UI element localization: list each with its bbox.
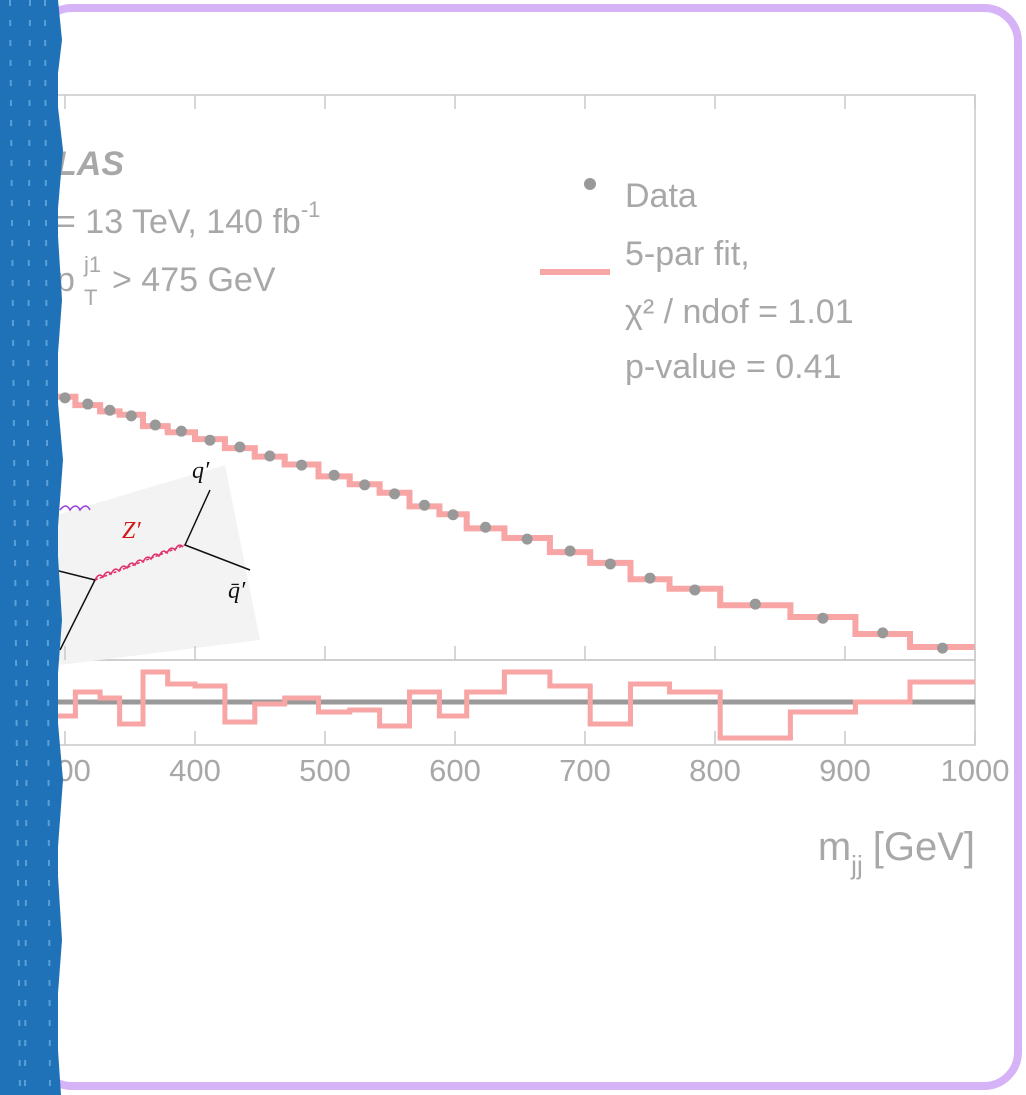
- data-point: [689, 584, 701, 596]
- quark-line: [184, 489, 211, 546]
- boson-wave: [94, 544, 184, 581]
- legend-marker: [584, 178, 596, 190]
- x-tick-label: 1000: [941, 753, 1010, 788]
- fit-stat: χ² / ndof = 1.01: [625, 293, 854, 331]
- gluon: [59, 505, 91, 512]
- data-point: [521, 533, 533, 545]
- inset-label: q̄′: [228, 578, 246, 604]
- data-point: [447, 509, 459, 521]
- inset-background: [40, 465, 260, 665]
- data-point: [817, 612, 829, 624]
- data-point: [644, 572, 656, 584]
- x-label-unit: [GeV]: [873, 825, 975, 869]
- cut-label: p j1 T > 475 GeV: [56, 252, 276, 310]
- x-label-sub: jj: [850, 850, 863, 880]
- data-point: [264, 450, 276, 462]
- data-point: [175, 425, 187, 437]
- energy-text: = 13 TeV, 140 fb: [56, 203, 301, 241]
- antiquark-line: [184, 544, 251, 571]
- left-border: [0, 0, 63, 1095]
- left-border-texture: [9, 0, 51, 1095]
- x-tick-label: 800: [689, 753, 741, 788]
- fit-stat: p-value = 0.41: [625, 348, 841, 386]
- x-tick-label: 600: [429, 753, 481, 788]
- plot-area: [0, 392, 975, 741]
- data-point: [359, 479, 371, 491]
- data-point: [877, 627, 889, 639]
- data-point: [234, 441, 246, 453]
- data-point: [149, 419, 161, 431]
- feynman-inset: q′ Z′ q̄′: [40, 458, 260, 665]
- legend: Data 5-par fit, χ² / ndof = 1.01 p-value…: [625, 177, 854, 386]
- data-point: [125, 410, 137, 422]
- data-point: [418, 499, 430, 511]
- data-point: [937, 642, 948, 654]
- data-point: [204, 434, 216, 446]
- data-point: [296, 459, 308, 471]
- incoming-line: [54, 569, 96, 581]
- x-tick-label: 900: [819, 753, 871, 788]
- data-point: [604, 558, 616, 570]
- data-point: [480, 521, 492, 533]
- inset-label: Z′: [122, 518, 141, 544]
- x-label-main: m: [818, 825, 851, 869]
- cut-rest: > 475 GeV: [112, 261, 276, 299]
- x-tick-label: 500: [299, 753, 351, 788]
- x-axis-label: mjj [GeV]: [818, 825, 975, 880]
- data-point: [389, 488, 401, 500]
- experiment-label: LAS: [56, 145, 124, 183]
- legend-label: 5-par fit,: [625, 235, 750, 273]
- x-tick-label: 400: [169, 753, 221, 788]
- cut-sup: j1: [83, 252, 101, 277]
- cut-sub: T: [84, 285, 97, 310]
- data-point: [564, 545, 576, 557]
- energy-label: = 13 TeV, 140 fb-1: [56, 197, 320, 241]
- data-point: [82, 398, 94, 410]
- inset-label: q′: [192, 458, 210, 484]
- data-point: [59, 392, 71, 404]
- data-point: [104, 404, 116, 416]
- x-tick-label: 700: [559, 753, 611, 788]
- energy-sup: -1: [301, 197, 321, 222]
- data-point: [328, 469, 340, 481]
- legend-label: Data: [625, 177, 697, 215]
- data-point: [749, 598, 761, 610]
- boson-line: [94, 544, 186, 581]
- incoming-line: [59, 579, 96, 651]
